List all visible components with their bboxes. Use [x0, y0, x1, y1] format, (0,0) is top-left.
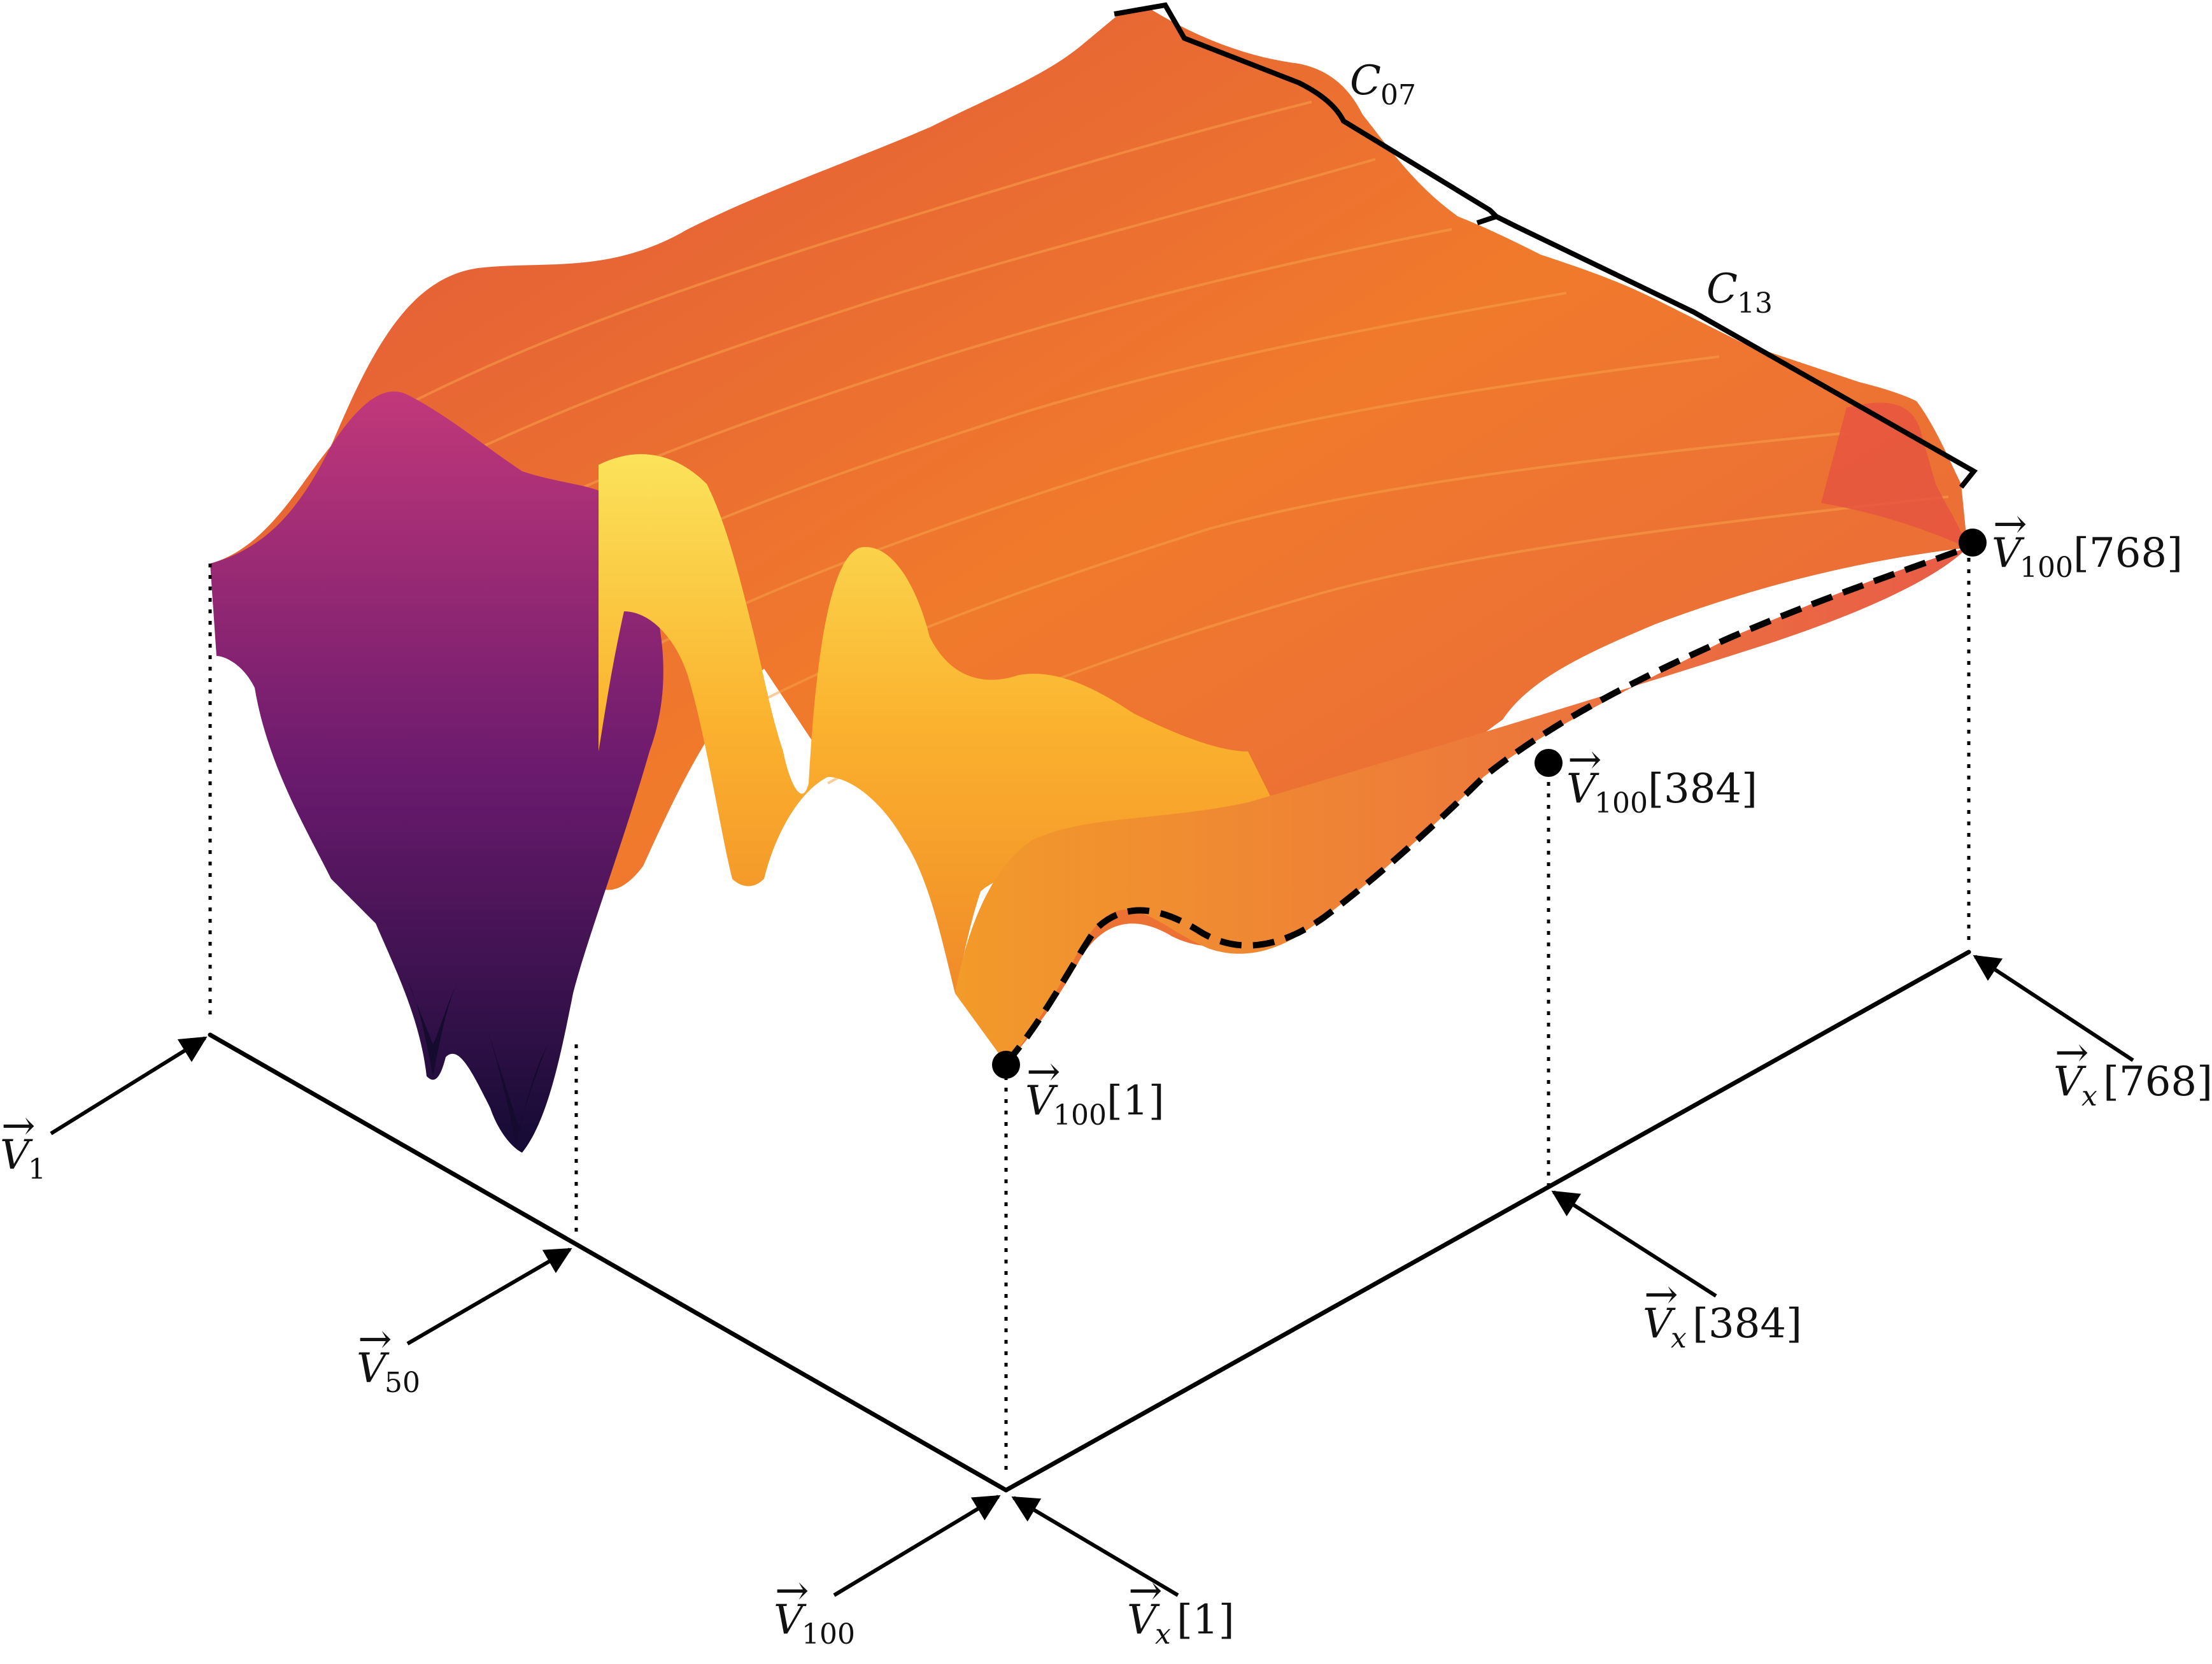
svg-text:→: →: [1, 1102, 36, 1149]
surface-yellow-peaks: [599, 454, 1273, 993]
svg-text:→: →: [2055, 1029, 2089, 1076]
svg-text:x: x: [1671, 1322, 1687, 1355]
axis-width: [1003, 949, 1971, 1493]
svg-text:V: V: [1992, 530, 2025, 577]
svg-text:100: 100: [1053, 1099, 1107, 1132]
svg-text:V: V: [774, 1596, 807, 1644]
point-v100-768: [1959, 529, 1987, 557]
svg-text:→: →: [1568, 736, 1602, 783]
v100-edge-dashed: [1003, 544, 1969, 1066]
svg-text:[384]: [384]: [1692, 1300, 1802, 1348]
label-c13: C 13: [1706, 266, 1773, 320]
svg-text:→: →: [1993, 501, 2027, 548]
svg-text:C: C: [1350, 57, 1381, 104]
svg-text:100: 100: [802, 1618, 855, 1651]
svg-text:→: →: [775, 1567, 809, 1614]
svg-text:x: x: [2081, 1080, 2097, 1113]
svg-text:[768]: [768]: [2073, 530, 2183, 577]
label-v100-768: → V 100 [768]: [1992, 501, 2183, 584]
svg-text:V: V: [1025, 1077, 1058, 1125]
svg-text:→: →: [1026, 1048, 1061, 1095]
axis-depth: [208, 1032, 1009, 1493]
svg-text:V: V: [1127, 1596, 1160, 1644]
arrow-v100: [833, 1495, 1001, 1597]
svg-text:1: 1: [28, 1153, 46, 1186]
svg-text:V: V: [0, 1132, 33, 1179]
point-v100-1: [992, 1051, 1020, 1079]
label-v1: → V 1: [0, 1102, 46, 1186]
svg-text:13: 13: [1737, 287, 1773, 320]
svg-text:100: 100: [2020, 551, 2073, 584]
svg-text:V: V: [1643, 1300, 1676, 1348]
svg-text:→: →: [1128, 1567, 1163, 1614]
surface-right-edge: [1821, 402, 1967, 548]
arrow-v1: [50, 1036, 208, 1135]
surface-left-ridges: [210, 391, 663, 1153]
arrow-v50: [406, 1248, 572, 1346]
surface-back: [210, 6, 1967, 1063]
arrow-vx1: [1011, 1496, 1179, 1597]
label-v50: → V 50: [357, 1316, 420, 1399]
svg-text:C: C: [1706, 266, 1738, 313]
svg-text:→: →: [358, 1316, 392, 1363]
arrow-vx384: [1551, 1190, 1717, 1298]
svg-text:[384]: [384]: [1648, 765, 1757, 813]
surface-plot: [210, 6, 1967, 1153]
svg-text:[1]: [1]: [1177, 1596, 1235, 1644]
svg-text:x: x: [1155, 1618, 1171, 1651]
label-vx768: → V x [768]: [2053, 1029, 2212, 1113]
svg-text:V: V: [357, 1345, 390, 1392]
svg-text:07: 07: [1380, 79, 1416, 111]
label-v100-1: → V 100 [1]: [1025, 1048, 1165, 1132]
label-v100: → V 100: [774, 1567, 855, 1651]
label-vx384: → V x [384]: [1643, 1271, 1802, 1355]
svg-text:100: 100: [1594, 787, 1648, 820]
svg-text:V: V: [2053, 1058, 2087, 1106]
surface-dark-spike: [408, 981, 458, 1076]
label-c07: C 07: [1350, 57, 1416, 111]
arrow-vx768: [1973, 955, 2134, 1062]
svg-text:50: 50: [385, 1367, 420, 1399]
svg-text:[768]: [768]: [2103, 1058, 2212, 1106]
surface-dark-spike-2: [484, 1019, 548, 1146]
svg-text:[1]: [1]: [1107, 1077, 1165, 1125]
svg-text:V: V: [1566, 765, 1599, 813]
point-v100-384: [1535, 749, 1563, 777]
c13-bracket: [1495, 214, 1978, 489]
label-vx1: → V x [1]: [1127, 1567, 1235, 1651]
label-v100-384: → V 100 [384]: [1566, 736, 1757, 820]
svg-text:→: →: [1644, 1271, 1678, 1318]
c07-bracket: [1114, 2, 1501, 225]
